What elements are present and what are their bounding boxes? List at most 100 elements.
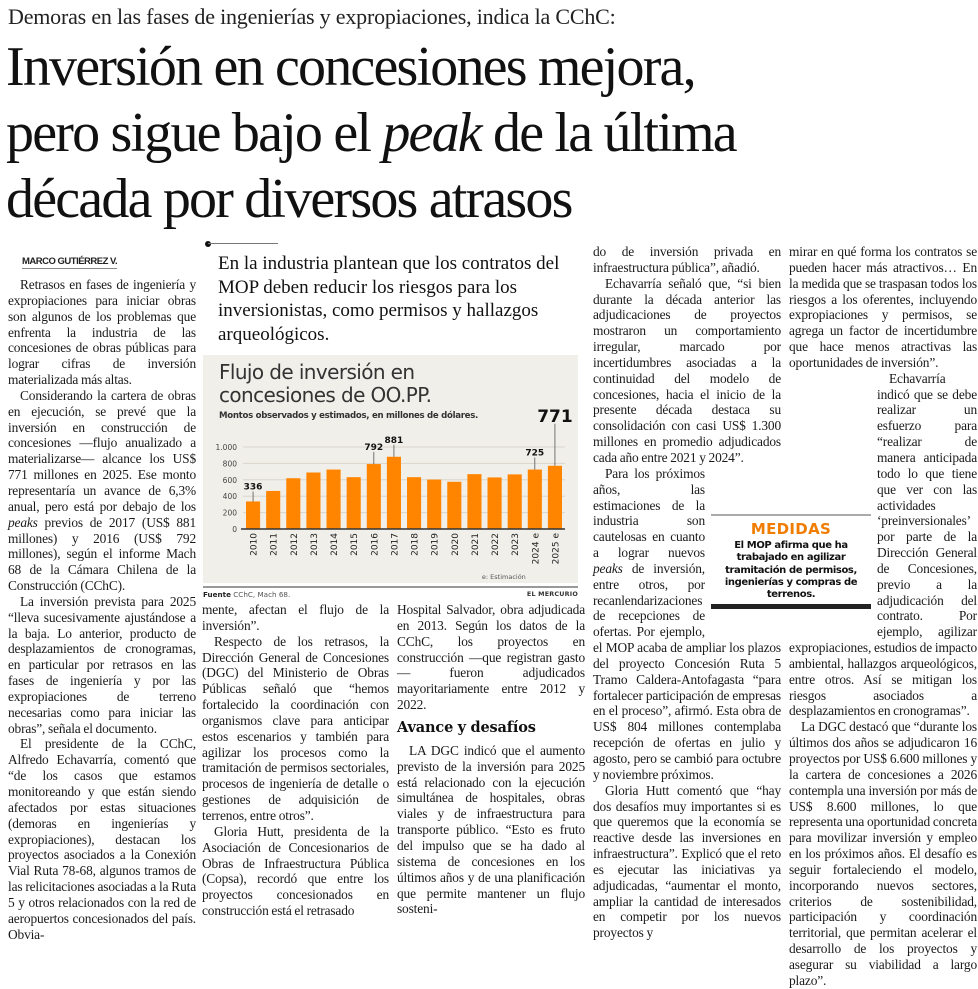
data-label: 792 (364, 443, 383, 453)
bar-2018 (407, 477, 422, 529)
bar-2024e (527, 469, 542, 529)
y-tick-label: 200 (223, 509, 238, 518)
pullquote-bullet-icon (205, 241, 211, 247)
data-label: 336 (244, 482, 263, 492)
bar-2014 (326, 469, 341, 529)
x-tick-label: 2023 (511, 533, 521, 556)
y-tick-label: 800 (223, 459, 238, 468)
x-tick-label: 2012 (290, 533, 300, 556)
x-tick-label: 2015 (350, 533, 360, 556)
pullquote: En la industria plantean que los contrat… (218, 253, 560, 345)
article-column-5: mirar en qué forma los contratos se pued… (789, 244, 977, 989)
x-tick-label: 2013 (310, 533, 320, 556)
paragraph: Considerando la cartera de obras en ejec… (8, 388, 196, 594)
paragraph: LA DGC indicó que el aumento previsto de… (397, 742, 585, 917)
data-label: 725 (525, 449, 544, 459)
y-tick-label: 1.000 (216, 443, 238, 452)
chart-source-text: CChC, Mach 68. (233, 590, 291, 599)
paragraph: La inversión prevista para 2025 “lleva s… (8, 593, 196, 736)
headline-emphasis: peak (382, 102, 482, 164)
bar-2025e (547, 465, 562, 529)
article-kicker: Demoras en las fases de ingenierías y ex… (8, 4, 616, 29)
paragraph-text: Echavarría indicó que se debe realizar u… (789, 370, 977, 719)
x-tick-label: 2018 (411, 533, 421, 556)
y-tick-label: 0 (232, 525, 237, 534)
sidebar-bottom-rule (711, 604, 871, 609)
paragraph-text: de inversión, entre otros, por recanlend… (593, 560, 781, 782)
article-column-1: Retrasos en fases de ingeniería y exprop… (8, 277, 196, 942)
bar-2011 (266, 490, 281, 529)
bar-2021 (467, 474, 482, 529)
chart-title-line-1: Flujo de inversión en (219, 360, 415, 384)
chart-source-label: Fuente (203, 590, 231, 599)
bar-2017 (386, 456, 401, 529)
paragraph: La DGC destacó que “durante los últimos … (789, 719, 977, 988)
paragraph-emphasis: peaks (593, 560, 623, 576)
data-label: 881 (385, 436, 404, 446)
headline-text: de la última (480, 102, 738, 164)
paragraph-continued: mirar en qué forma los contratos se pued… (789, 244, 977, 370)
headline-line-3: década por diversos atrasos (6, 168, 573, 230)
data-label: 771 (537, 407, 573, 427)
bar-2015 (346, 477, 361, 529)
y-tick-label: 600 (223, 476, 238, 485)
paragraph: Echavarría señaló que, “si bien durante … (593, 275, 781, 465)
sidebar-body: El MOP afirma que ha trabajado en agiliz… (724, 540, 858, 601)
chart-footer-rule (203, 586, 578, 588)
pullquote-rule (208, 243, 278, 244)
x-tick-label: 2019 (431, 533, 441, 556)
paragraph-text: Para los próximos años, las estimaciones… (593, 465, 705, 561)
x-tick-label: 2011 (270, 533, 280, 556)
paragraph: Respecto de los retrasos, la Dirección G… (202, 633, 389, 823)
bar-chart: 0 200 400 600 800 1.000 2010 2011 2012 2013 2014 20… (216, 407, 573, 581)
bar-2016 (366, 464, 381, 529)
paragraph-text: previos de 2017 (US$ 881 millones) y 201… (8, 514, 196, 594)
sidebar-title: MEDIDAS (750, 520, 832, 538)
paragraph: Echavarría indicó que se debe realizar u… (789, 371, 977, 720)
paragraph: Retrasos en fases de ingeniería y exprop… (8, 277, 196, 388)
paragraph: Para los próximos años, las estimaciones… (593, 466, 781, 783)
headline-line-2: pero sigue bajo el peak de la última (6, 100, 976, 166)
y-tick-label: 400 (223, 492, 238, 501)
x-tick-label: 2024 e (531, 533, 541, 565)
sidebar-top-rule (711, 514, 871, 516)
bar-2010 (246, 501, 261, 529)
article-headline: Inversión en concesiones mejora, pero si… (6, 34, 976, 232)
chart-brand: EL MERCURIO (526, 590, 578, 598)
paragraph-continued: do de inversión privada en infraestructu… (593, 244, 781, 275)
bar-2023 (507, 474, 522, 529)
x-tick-label: 2020 (451, 533, 461, 556)
bar-2013 (306, 472, 321, 529)
article-column-2: mente, afectan el flujo de la inversión”… (202, 602, 389, 919)
x-tick-label: 2025 e (551, 533, 561, 565)
x-tick-label: 2010 (250, 533, 260, 556)
bar-2020 (447, 481, 462, 529)
bar-2019 (427, 479, 442, 529)
bar-2012 (286, 478, 301, 529)
paragraph-text: Considerando la cartera de obras en ejec… (8, 387, 196, 514)
chart-title-line-2: concesiones de OO.PP. (219, 383, 432, 407)
byline: MARCO GUTIÉRREZ V. (22, 256, 118, 269)
subheading: Avance y desafíos (397, 718, 536, 736)
bar-2022 (487, 477, 502, 529)
chart-title: Flujo de inversión en concesiones de OO.… (219, 361, 569, 407)
chart-subtitle: Montos observados y estimados, en millon… (219, 411, 478, 421)
sidebar-medidas: MEDIDAS El MOP afirma que ha trabajado e… (711, 514, 871, 610)
paragraph-continued: mente, afectan el flujo de la inversión”… (202, 602, 389, 633)
headline-line-1: Inversión en concesiones mejora, (6, 36, 697, 98)
article-column-3: Hospital Salvador, obra adjudicada en 20… (397, 602, 585, 917)
chart-note: e: Estimación (482, 573, 526, 581)
chart-source: Fuente CChC, Mach 68. (203, 590, 290, 599)
paragraph: Gloria Hutt comentó que “hay dos desafío… (593, 782, 781, 941)
paragraph-continued: Hospital Salvador, obra adjudicada en 20… (397, 602, 585, 713)
paragraph-emphasis: peaks (8, 514, 38, 530)
paragraph: Gloria Hutt, presidenta de la Asociación… (202, 823, 389, 919)
x-tick-label: 2021 (471, 533, 481, 556)
x-tick-label: 2022 (491, 533, 501, 556)
headline-text: pero sigue bajo el (6, 102, 383, 164)
chart-container: Flujo de inversión en concesiones de OO.… (203, 355, 578, 583)
x-tick-label: 2017 (390, 533, 400, 556)
x-tick-label: 2014 (330, 533, 340, 556)
paragraph: El presidente de la CChC, Alfredo Echava… (8, 736, 196, 942)
x-tick-label: 2016 (370, 533, 380, 556)
